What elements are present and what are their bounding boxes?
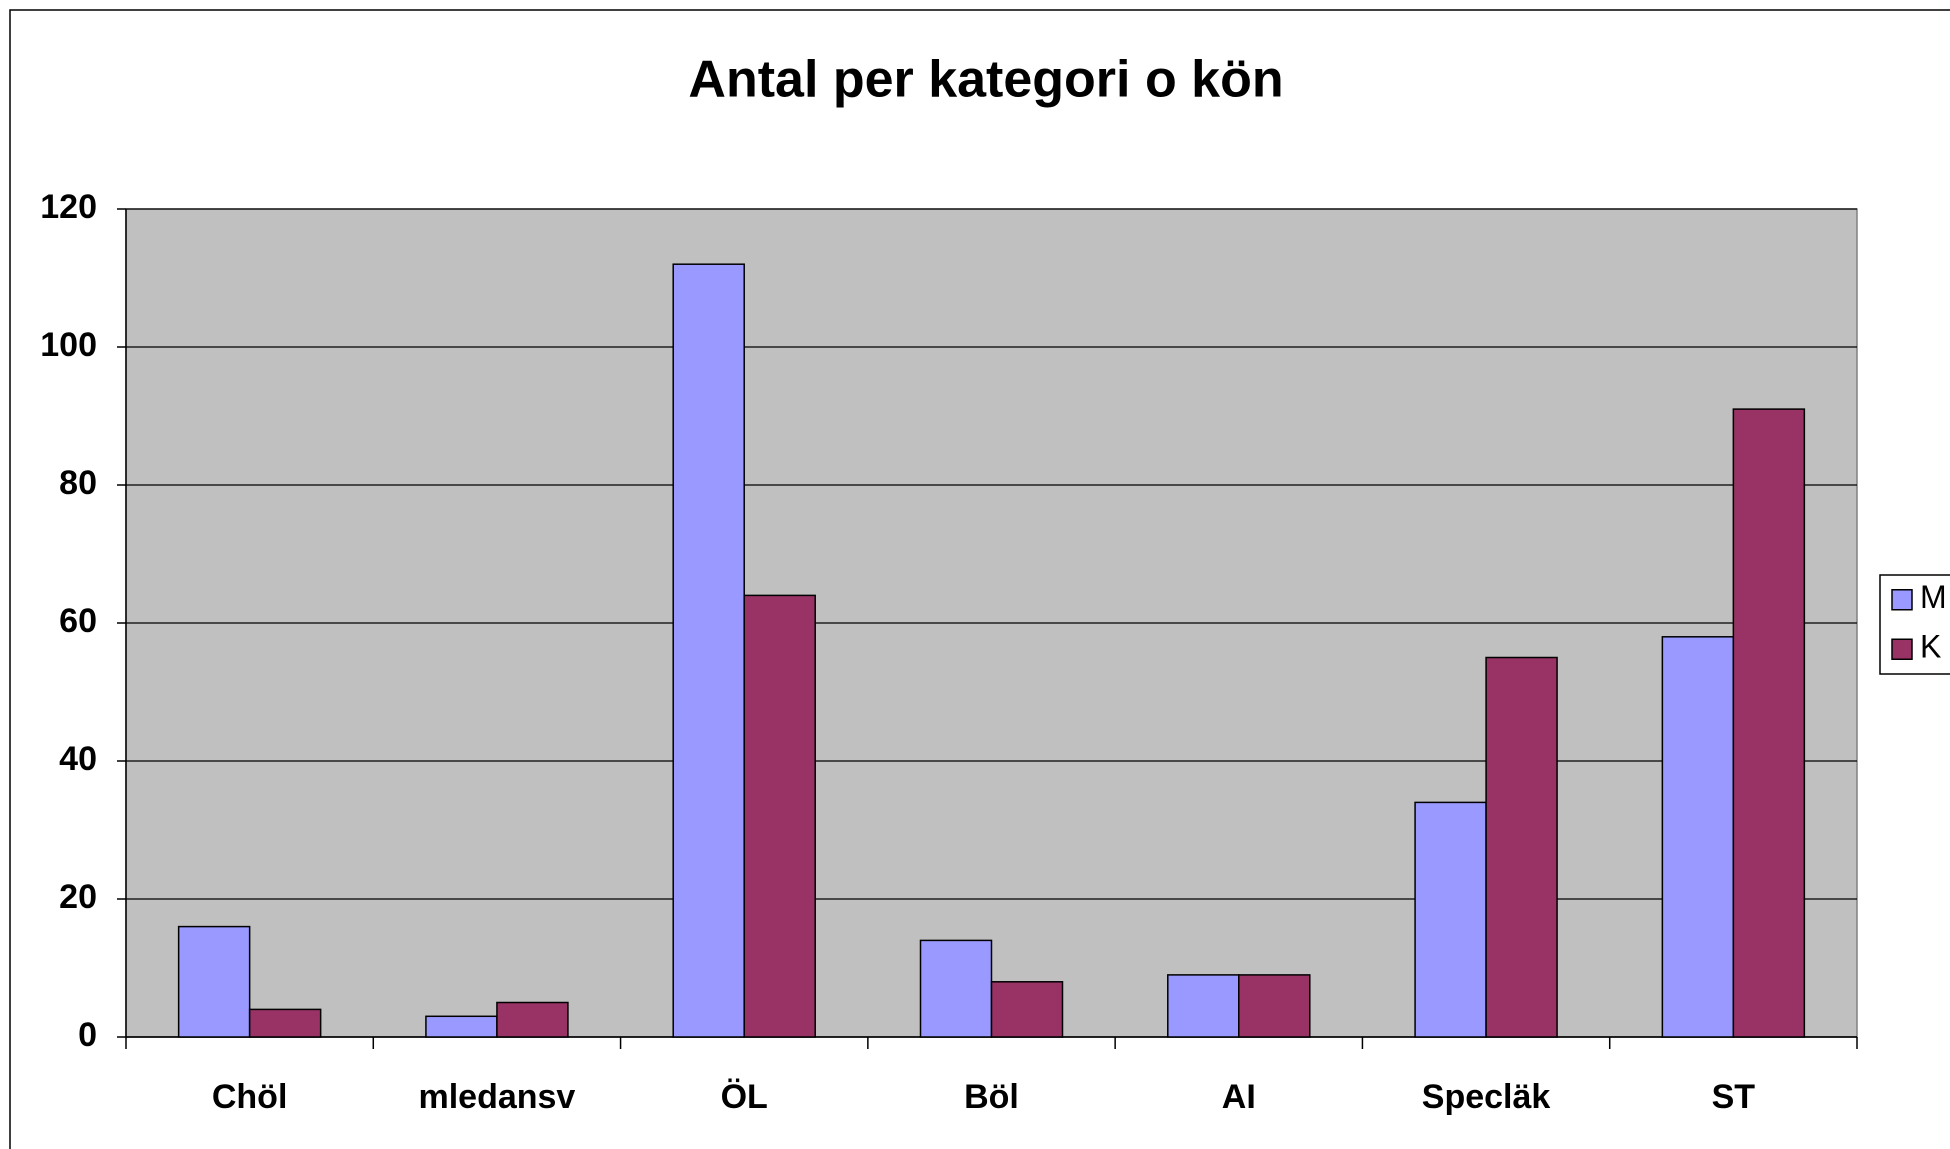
bar xyxy=(1238,974,1311,1038)
bar xyxy=(743,594,816,1038)
bar xyxy=(1167,974,1240,1038)
x-tick-label: ÖL xyxy=(721,1078,768,1116)
bar xyxy=(248,1008,322,1038)
y-tick-label: 40 xyxy=(59,740,97,778)
bar xyxy=(990,981,1064,1038)
x-tick-label: Chöl xyxy=(212,1078,288,1116)
bar xyxy=(1485,656,1558,1038)
chart-title: Antal per kategori o kön xyxy=(688,51,1283,109)
y-tick-label: 120 xyxy=(40,188,97,226)
y-tick-label: 0 xyxy=(78,1016,97,1054)
y-tick-label: 80 xyxy=(59,464,97,502)
legend-swatch xyxy=(1891,638,1913,660)
bar xyxy=(1414,801,1487,1038)
bar xyxy=(177,925,251,1038)
y-tick-label: 60 xyxy=(59,602,97,640)
bar xyxy=(425,1015,498,1038)
x-tick-label: ST xyxy=(1712,1078,1756,1116)
legend-label: M xyxy=(1920,579,1947,615)
x-tick-label: Specläk xyxy=(1422,1078,1551,1116)
x-tick-label: AI xyxy=(1222,1078,1256,1116)
bar xyxy=(672,263,745,1038)
x-tick-label: Böl xyxy=(964,1078,1019,1116)
bar xyxy=(1732,408,1806,1038)
x-tick-label: mledansv xyxy=(418,1078,575,1116)
legend-swatch xyxy=(1891,589,1913,611)
y-tick-label: 100 xyxy=(40,326,97,364)
bar xyxy=(1661,636,1735,1038)
legend-label: K xyxy=(1920,629,1941,665)
y-tick-label: 20 xyxy=(59,878,97,916)
bar xyxy=(919,939,993,1038)
bar xyxy=(496,1001,569,1038)
